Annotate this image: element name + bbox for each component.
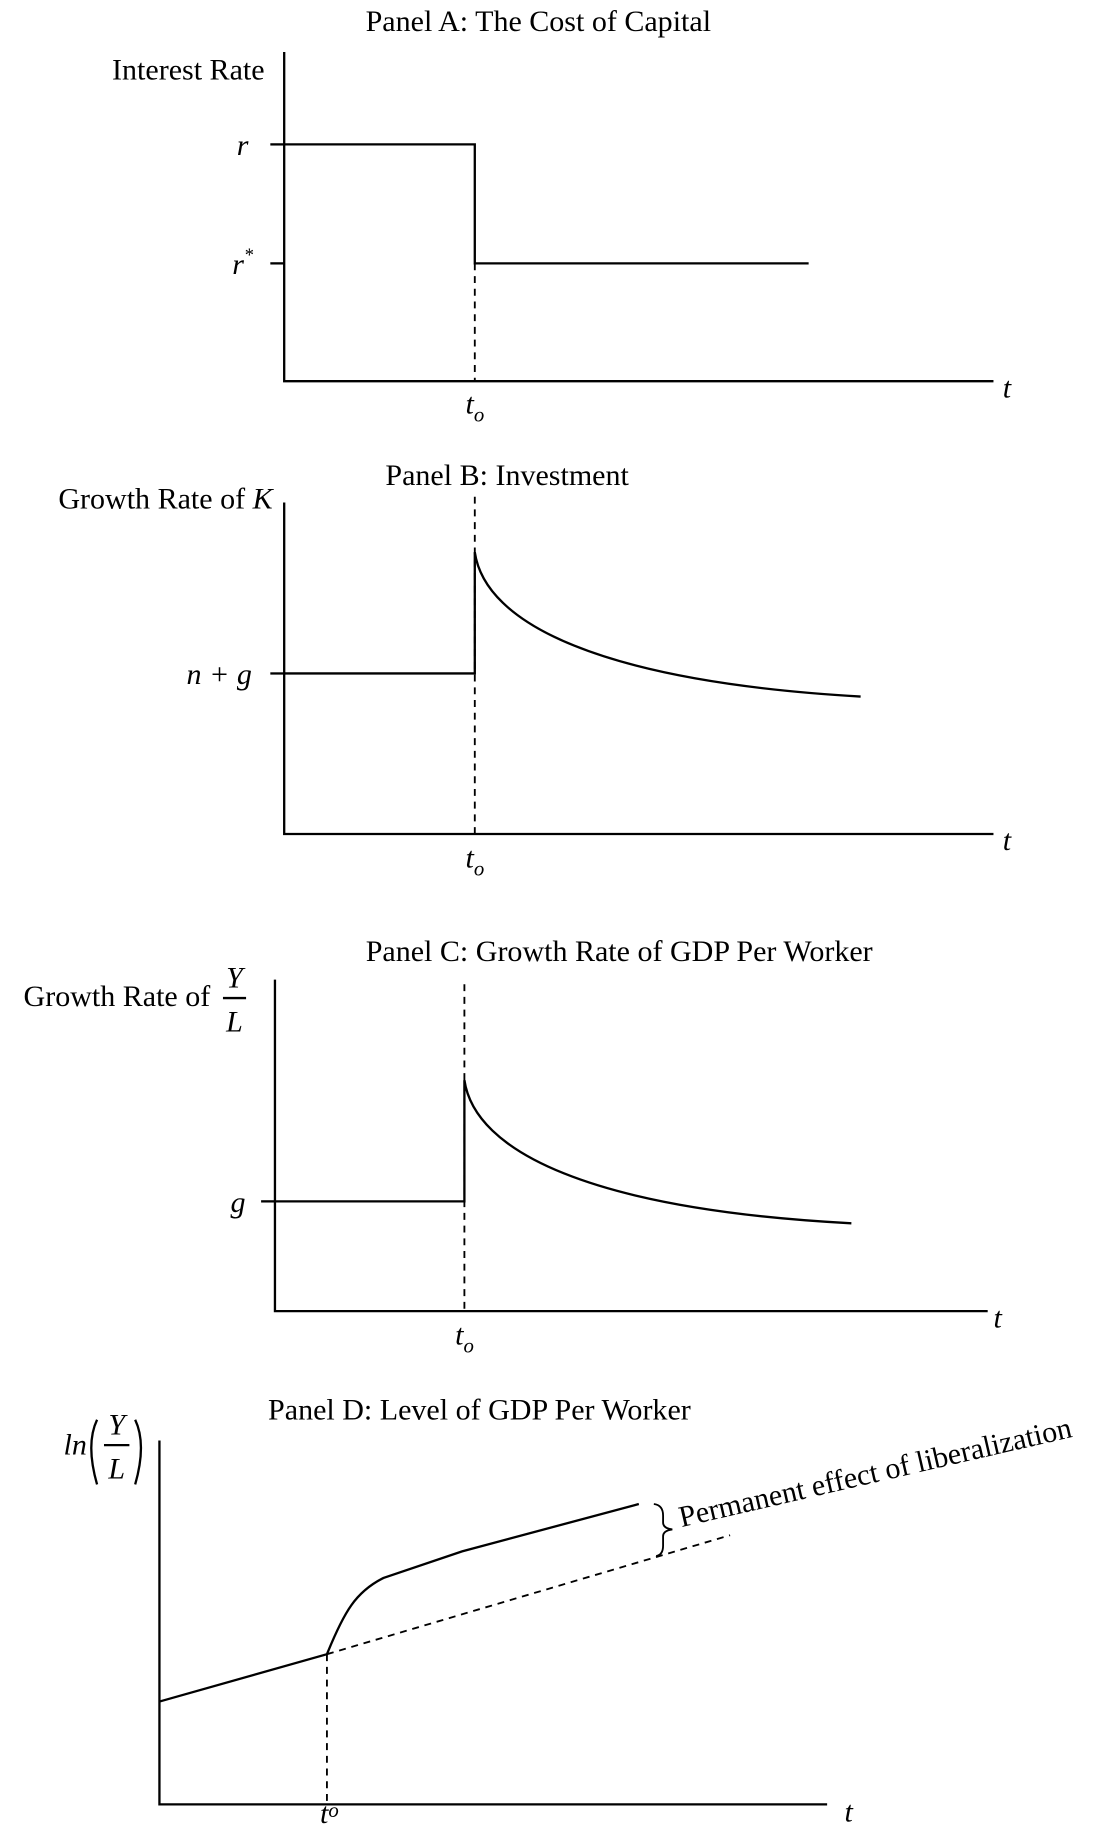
- base: t: [455, 1319, 464, 1352]
- base: t: [466, 842, 475, 875]
- panel-a: Panel A: The Cost of Capital Interest Ra…: [112, 5, 1012, 426]
- investment-path: [284, 551, 861, 698]
- base: t: [466, 388, 475, 421]
- axes: [283, 51, 994, 383]
- brace: [653, 1503, 673, 1557]
- paren-left: [90, 1419, 99, 1485]
- annotation: Permanent effect of liberalization: [676, 1411, 1075, 1534]
- subscript: o: [328, 1799, 338, 1822]
- base: r: [232, 248, 244, 281]
- y-axis-label: Interest Rate: [112, 54, 265, 87]
- subscript: o: [463, 1335, 473, 1358]
- superscript: *: [244, 245, 254, 265]
- base: t: [320, 1797, 329, 1824]
- y-tick-label: r: [237, 129, 249, 162]
- y-tick-label: n + g: [187, 658, 252, 691]
- axes: [283, 502, 994, 836]
- axes: [273, 979, 988, 1313]
- event-label: to: [466, 842, 485, 881]
- event-label: to: [455, 1319, 474, 1358]
- y-tick-label: g: [230, 1186, 245, 1219]
- x-axis-label: t: [1003, 371, 1012, 404]
- subscript: o: [474, 404, 484, 427]
- gdp-level-path: [159, 1502, 640, 1703]
- event-label: to: [466, 388, 485, 427]
- subscript: o: [474, 858, 484, 881]
- label-var: K: [252, 482, 275, 515]
- panel-title: Panel C: Growth Rate of GDP Per Worker: [366, 935, 873, 968]
- axes: [158, 1440, 828, 1806]
- panel-title: Panel D: Level of GDP Per Worker: [268, 1394, 691, 1427]
- panel-title: Panel A: The Cost of Capital: [366, 5, 711, 38]
- panel-c: Panel C: Growth Rate of GDP Per Worker G…: [24, 935, 1003, 1358]
- event-label: to: [320, 1797, 339, 1824]
- y-axis-label: Growth Rate of K: [58, 482, 274, 515]
- x-axis-label: t: [1003, 824, 1012, 857]
- y-axis-function: ln: [64, 1428, 87, 1461]
- x-axis-label: t: [993, 1301, 1002, 1334]
- numerator: Y: [108, 1409, 128, 1442]
- denominator: L: [225, 1006, 243, 1039]
- trend-line: [326, 1534, 731, 1656]
- rate-path: [284, 143, 809, 265]
- denominator: L: [107, 1453, 125, 1486]
- paren-right: [134, 1419, 143, 1485]
- y-axis-label: Growth Rate of: [24, 980, 211, 1013]
- panel-title: Panel B: Investment: [385, 459, 629, 492]
- panel-b: Panel B: Investment Growth Rate of K t n…: [58, 459, 1011, 880]
- label-text: Growth Rate of: [58, 482, 245, 515]
- panel-d: Panel D: Level of GDP Per Worker ln Y L …: [64, 1394, 1075, 1824]
- numerator: Y: [226, 962, 246, 995]
- y-tick-label: r*: [232, 245, 254, 281]
- x-axis-label: t: [844, 1796, 853, 1824]
- gdp-growth-path: [274, 1079, 852, 1225]
